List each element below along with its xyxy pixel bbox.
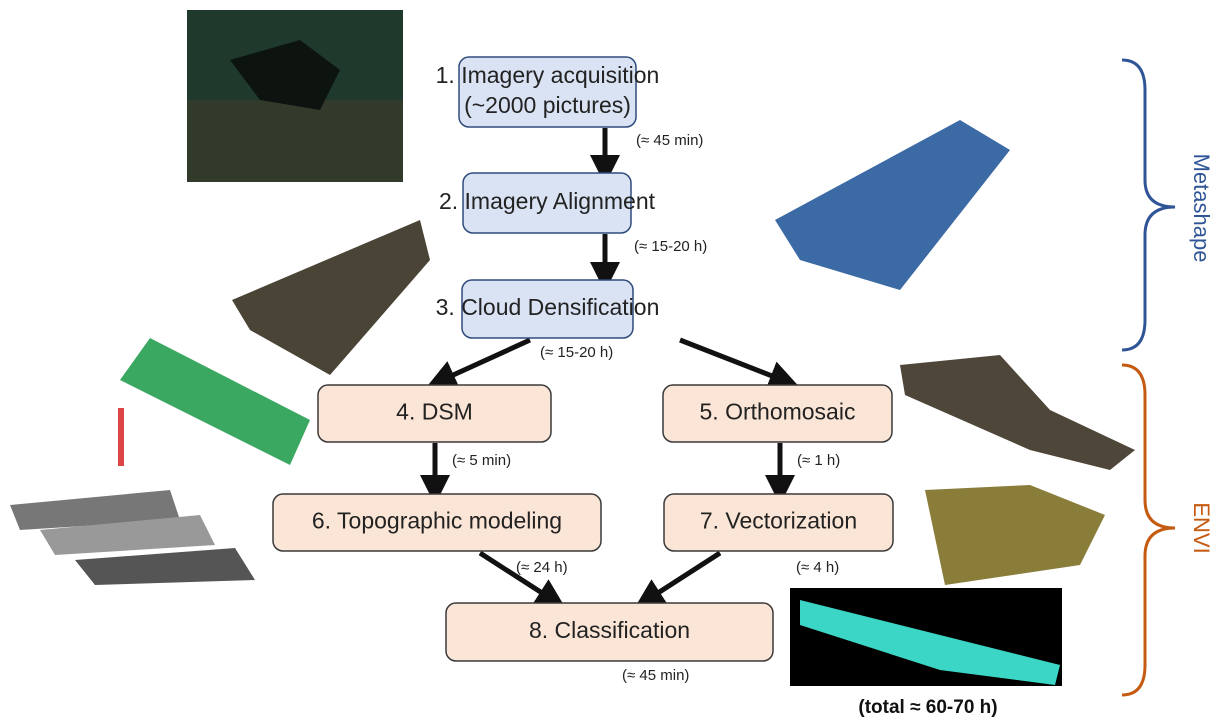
process-box (458, 56, 637, 128)
process-label: 3. Cloud Densification (436, 294, 660, 320)
duration-label: (≈ 15-20 h) (540, 344, 613, 361)
image-topographic-layers (10, 490, 255, 585)
process-label: 1. Imagery acquisition (436, 62, 660, 88)
duration-label: (≈ 45 min) (636, 132, 703, 149)
process-label: 7. Vectorization (700, 508, 857, 534)
arrow (426, 337, 532, 389)
process-box (445, 602, 774, 662)
duration-label: (≈ 45 min) (622, 667, 689, 684)
image-classification (790, 588, 1062, 686)
arrow (679, 337, 799, 390)
process-box (461, 279, 634, 339)
duration-label: (≈ 5 min) (452, 452, 511, 469)
process-label: 8. Classification (529, 617, 690, 643)
image-orthomosaic (900, 355, 1135, 470)
process-label: 5. Orthomosaic (700, 399, 856, 425)
duration-label: (≈ 24 h) (516, 559, 568, 576)
group-label: Metashape (1189, 154, 1214, 263)
arrow (478, 550, 566, 609)
image-dsm (118, 338, 310, 466)
duration-label: (≈ 1 h) (797, 452, 840, 469)
process-label: 2. Imagery Alignment (439, 188, 656, 214)
process-label: 4. DSM (396, 399, 473, 425)
brace-envi (1121, 363, 1176, 697)
process-box (462, 172, 632, 234)
process-box (272, 493, 602, 552)
image-vectorization (925, 485, 1105, 585)
process-box (317, 384, 552, 443)
group-label: ENVI (1189, 502, 1214, 553)
image-point-cloud-blue (775, 120, 1010, 290)
total-label: (total ≈ 60-70 h) (858, 697, 997, 718)
process-box (663, 493, 894, 552)
image-point-cloud-dense (232, 220, 430, 375)
process-label: 6. Topographic modeling (312, 508, 562, 534)
brace-metashape (1121, 58, 1176, 352)
duration-label: (≈ 4 h) (796, 559, 839, 576)
duration-label: (≈ 15-20 h) (634, 238, 707, 255)
process-label: (~2000 pictures) (464, 92, 631, 118)
photo-diver (187, 10, 403, 182)
arrow (634, 550, 722, 609)
process-box (662, 384, 893, 443)
